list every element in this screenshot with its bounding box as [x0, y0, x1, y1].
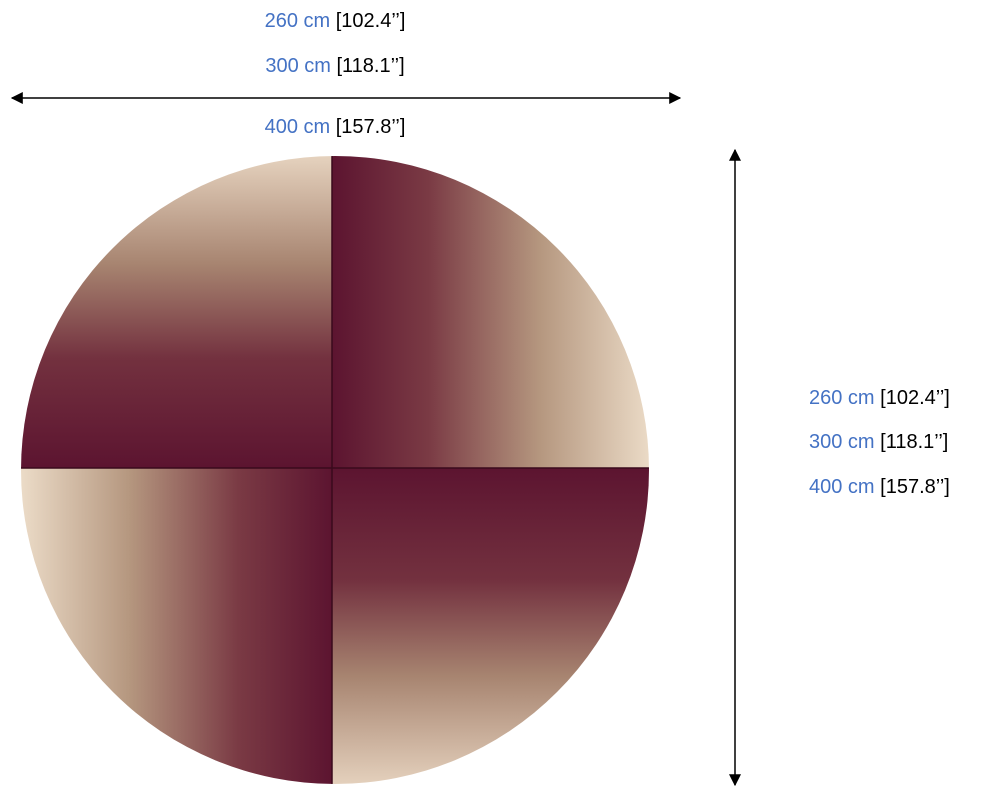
imperial-size: [102.4’’] — [335, 10, 406, 32]
imperial-size: [118.1’’] — [336, 55, 405, 77]
size-label: 400 cm [157.8’’] — [265, 116, 406, 139]
size-label: 300 cm [118.1’’] — [265, 55, 404, 78]
imperial-size: [157.8’’] — [335, 116, 406, 138]
size-label: 400 cm [157.8’’] — [809, 476, 950, 499]
size-label: 260 cm [102.4’’] — [809, 387, 950, 410]
rug — [21, 156, 649, 784]
imperial-size: [102.4’’] — [880, 387, 950, 409]
metric-size: 400 cm — [809, 476, 875, 498]
metric-size: 260 cm — [264, 10, 331, 32]
metric-size: 260 cm — [809, 387, 875, 409]
metric-size: 300 cm — [265, 55, 331, 77]
metric-size: 300 cm — [809, 431, 875, 453]
metric-size: 400 cm — [264, 116, 331, 138]
size-label: 260 cm [102.4’’] — [265, 10, 406, 33]
size-label: 300 cm [118.1’’] — [809, 431, 948, 454]
imperial-size: [157.8’’] — [880, 476, 950, 498]
imperial-size: [118.1’’] — [880, 431, 949, 453]
